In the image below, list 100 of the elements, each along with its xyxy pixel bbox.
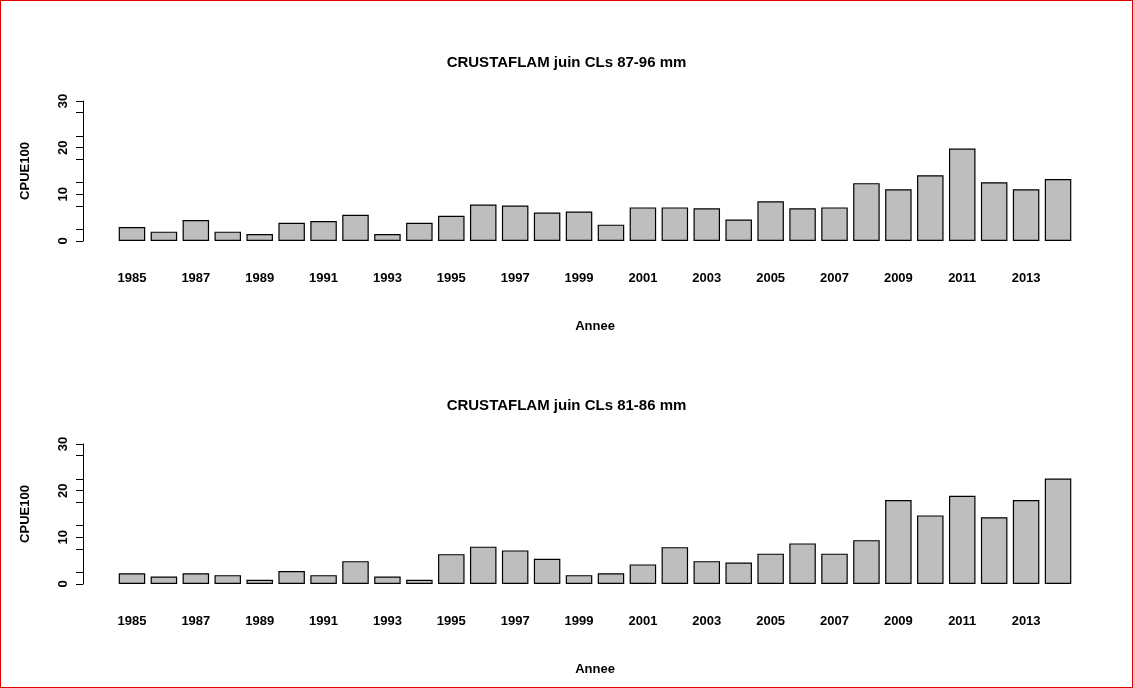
x-tick-label: 2003 bbox=[692, 613, 722, 628]
bar bbox=[342, 214, 369, 241]
x-tick-label: 1999 bbox=[564, 270, 594, 285]
x-tick-label: 1997 bbox=[500, 270, 530, 285]
bar bbox=[565, 575, 593, 584]
bar bbox=[757, 201, 784, 241]
bar bbox=[917, 175, 944, 241]
y-tick-label: 30 bbox=[55, 436, 70, 452]
x-tick-label: 1991 bbox=[309, 613, 339, 628]
y-tick-label: 20 bbox=[55, 140, 70, 155]
y-axis-title: CPUE100 bbox=[17, 485, 32, 543]
x-tick-label: 1985 bbox=[117, 613, 147, 628]
x-tick-label: 1989 bbox=[245, 270, 275, 285]
bar bbox=[118, 227, 146, 241]
x-tick-label: 2003 bbox=[692, 270, 722, 285]
x-tick-label: 2001 bbox=[628, 270, 658, 285]
x-tick-label: 2013 bbox=[1011, 270, 1041, 285]
x-tick-label: 1995 bbox=[436, 270, 466, 285]
x-tick-label: 2011 bbox=[948, 613, 977, 628]
bar bbox=[533, 212, 561, 241]
y-tick-label: 20 bbox=[55, 483, 70, 498]
bar bbox=[278, 570, 305, 584]
bar bbox=[533, 558, 561, 584]
bar bbox=[757, 553, 784, 584]
bar bbox=[214, 575, 242, 584]
bar bbox=[565, 211, 593, 241]
bar bbox=[501, 550, 529, 584]
bar bbox=[629, 564, 657, 584]
x-tick-label: 1989 bbox=[245, 613, 275, 628]
bar bbox=[182, 220, 210, 241]
bar bbox=[310, 220, 337, 241]
x-axis-title: Annee bbox=[575, 318, 615, 333]
bar bbox=[438, 215, 465, 241]
y-tick-label: 30 bbox=[55, 93, 70, 109]
x-tick-label: 1987 bbox=[181, 270, 211, 285]
x-tick-label: 2009 bbox=[883, 270, 913, 285]
x-tick-label: 1995 bbox=[436, 613, 466, 628]
bar bbox=[693, 208, 721, 241]
x-tick-label: 2011 bbox=[948, 270, 977, 285]
y-axis-title: CPUE100 bbox=[17, 142, 32, 200]
bar bbox=[1012, 189, 1040, 241]
x-tick-label: 1991 bbox=[309, 270, 339, 285]
bar bbox=[246, 234, 273, 241]
bar bbox=[310, 575, 337, 584]
x-tick-label: 1987 bbox=[181, 613, 211, 628]
bar bbox=[246, 579, 273, 584]
bar bbox=[278, 222, 305, 241]
x-tick-label: 2001 bbox=[628, 613, 658, 628]
bar bbox=[948, 148, 976, 241]
bar bbox=[789, 543, 816, 584]
bar bbox=[789, 208, 816, 241]
bar bbox=[214, 231, 242, 241]
x-tick-label: 2009 bbox=[883, 613, 913, 628]
bar bbox=[406, 222, 433, 241]
x-tick-label: 1997 bbox=[500, 613, 530, 628]
y-tick-label: 0 bbox=[55, 580, 70, 588]
bar bbox=[821, 553, 848, 584]
bar bbox=[885, 500, 912, 584]
bar bbox=[438, 554, 465, 584]
bar bbox=[948, 495, 976, 584]
bar bbox=[661, 547, 689, 584]
bar bbox=[725, 219, 752, 241]
bar bbox=[182, 573, 210, 584]
bar bbox=[725, 562, 752, 584]
bar bbox=[885, 189, 912, 241]
bar bbox=[150, 576, 178, 584]
bar bbox=[597, 573, 625, 584]
x-tick-label: 2005 bbox=[756, 613, 786, 628]
y-tick-label: 10 bbox=[55, 187, 70, 202]
bar bbox=[693, 561, 721, 584]
x-tick-label: 1993 bbox=[372, 270, 402, 285]
bar bbox=[1012, 500, 1040, 584]
bar bbox=[917, 515, 944, 584]
chart-title: CRUSTAFLAM juin CLs 87-96 mm bbox=[446, 53, 687, 70]
bar bbox=[1044, 478, 1072, 584]
bar bbox=[661, 207, 689, 241]
bar bbox=[374, 576, 401, 584]
bar bbox=[853, 540, 880, 584]
x-tick-label: 1993 bbox=[372, 613, 402, 628]
x-tick-label: 2007 bbox=[820, 270, 849, 285]
x-tick-label: 1985 bbox=[117, 270, 147, 285]
chart-title: CRUSTAFLAM juin CLs 81-86 mm bbox=[446, 396, 687, 413]
bar bbox=[342, 561, 369, 584]
bar bbox=[821, 207, 848, 241]
bar bbox=[469, 204, 497, 241]
x-tick-label: 1999 bbox=[564, 613, 594, 628]
x-axis-title: Annee bbox=[575, 661, 615, 676]
bar bbox=[597, 224, 625, 241]
bar bbox=[374, 234, 401, 241]
bar bbox=[469, 546, 497, 584]
x-tick-label: 2005 bbox=[756, 270, 786, 285]
bar bbox=[150, 231, 178, 241]
bar bbox=[406, 579, 433, 584]
bar bbox=[980, 182, 1008, 241]
bar bbox=[118, 573, 146, 584]
bar bbox=[980, 517, 1008, 584]
x-tick-label: 2013 bbox=[1011, 613, 1041, 628]
bar bbox=[853, 183, 880, 241]
bar bbox=[501, 205, 529, 241]
y-tick-label: 10 bbox=[55, 530, 70, 545]
